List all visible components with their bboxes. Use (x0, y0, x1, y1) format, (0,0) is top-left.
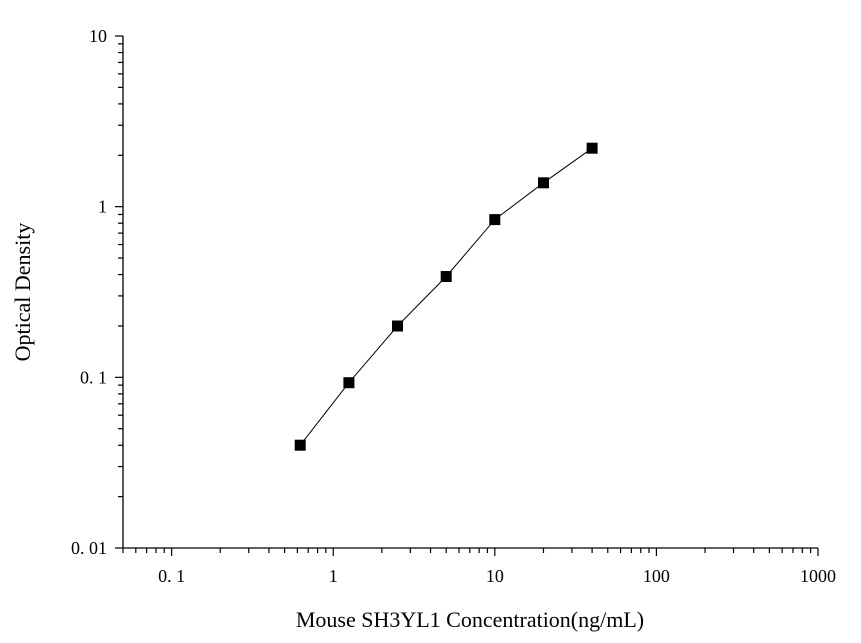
data-point (440, 271, 452, 282)
x-axis-title: Mouse SH3YL1 Concentration(ng/mL) (296, 607, 644, 632)
data-point (294, 439, 306, 451)
y-tick-label: 1 (98, 197, 107, 217)
ticks (115, 35, 819, 556)
y-axis-title: Optical Density (10, 223, 35, 362)
tick-labels: 0. 1 1 10 100 1000 0. 01 0. 1 1 10 (71, 26, 836, 586)
x-tick-label: 100 (643, 566, 670, 586)
data-point (489, 214, 501, 226)
fit-curve-line (299, 147, 593, 446)
data-point (392, 320, 403, 332)
x-tick-label: 0. 1 (158, 566, 185, 586)
plot-area (294, 142, 598, 451)
y-tick-label: 0. 01 (71, 538, 107, 558)
x-tick-label: 10 (486, 566, 504, 586)
x-tick-label: 1000 (800, 566, 836, 586)
axes (122, 36, 818, 549)
data-point (586, 142, 598, 154)
y-tick-label: 0. 1 (80, 367, 107, 387)
data-point (343, 377, 355, 389)
x-tick-label: 1 (329, 566, 338, 586)
y-tick-label: 10 (89, 26, 107, 46)
data-point (538, 177, 549, 189)
